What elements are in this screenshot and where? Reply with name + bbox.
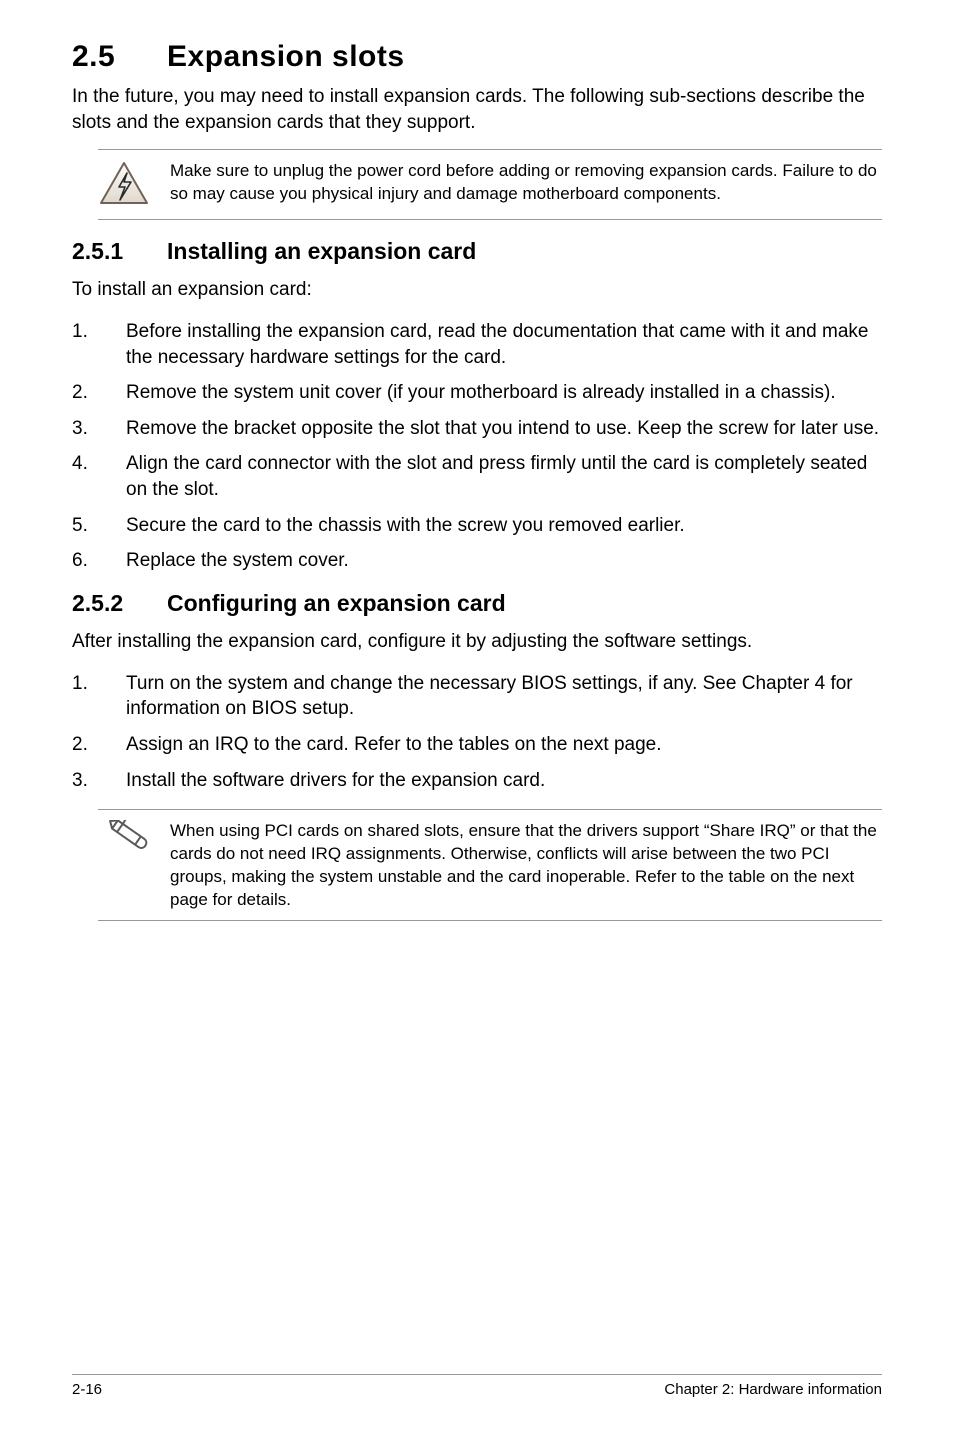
subsection-number: 2.5.1 (72, 238, 167, 265)
page-number: 2-16 (72, 1381, 102, 1398)
configure-steps-list: Turn on the system and change the necess… (72, 671, 882, 794)
section-title-text: Expansion slots (167, 40, 405, 73)
section-intro: In the future, you may need to install e… (72, 84, 882, 135)
note-icon (98, 820, 150, 871)
subsection-lead: To install an expansion card: (72, 277, 882, 303)
subsection-title-text: Installing an expansion card (167, 238, 476, 264)
chapter-label: Chapter 2: Hardware information (664, 1381, 882, 1398)
list-item: Secure the card to the chassis with the … (72, 513, 882, 539)
list-item: Assign an IRQ to the card. Refer to the … (72, 732, 882, 758)
list-item: Replace the system cover. (72, 548, 882, 574)
list-item: Remove the system unit cover (if your mo… (72, 380, 882, 406)
list-item: Install the software drivers for the exp… (72, 768, 882, 794)
list-item: Turn on the system and change the necess… (72, 671, 882, 722)
subsection-heading: 2.5.1Installing an expansion card (72, 238, 882, 265)
section-heading: 2.5Expansion slots (72, 40, 882, 74)
list-item: Remove the bracket opposite the slot tha… (72, 416, 882, 442)
subsection-lead: After installing the expansion card, con… (72, 629, 882, 655)
section-number: 2.5 (72, 40, 167, 74)
list-item: Align the card connector with the slot a… (72, 451, 882, 502)
subsection-heading: 2.5.2Configuring an expansion card (72, 590, 882, 617)
note-text: When using PCI cards on shared slots, en… (170, 818, 882, 912)
list-item: Before installing the expansion card, re… (72, 319, 882, 370)
warning-icon (98, 160, 150, 211)
note-callout: When using PCI cards on shared slots, en… (98, 809, 882, 921)
warning-text: Make sure to unplug the power cord befor… (170, 158, 882, 206)
install-steps-list: Before installing the expansion card, re… (72, 319, 882, 574)
subsection-title-text: Configuring an expansion card (167, 590, 506, 616)
warning-callout: Make sure to unplug the power cord befor… (98, 149, 882, 220)
subsection-number: 2.5.2 (72, 590, 167, 617)
page-footer: 2-16 Chapter 2: Hardware information (72, 1374, 882, 1398)
